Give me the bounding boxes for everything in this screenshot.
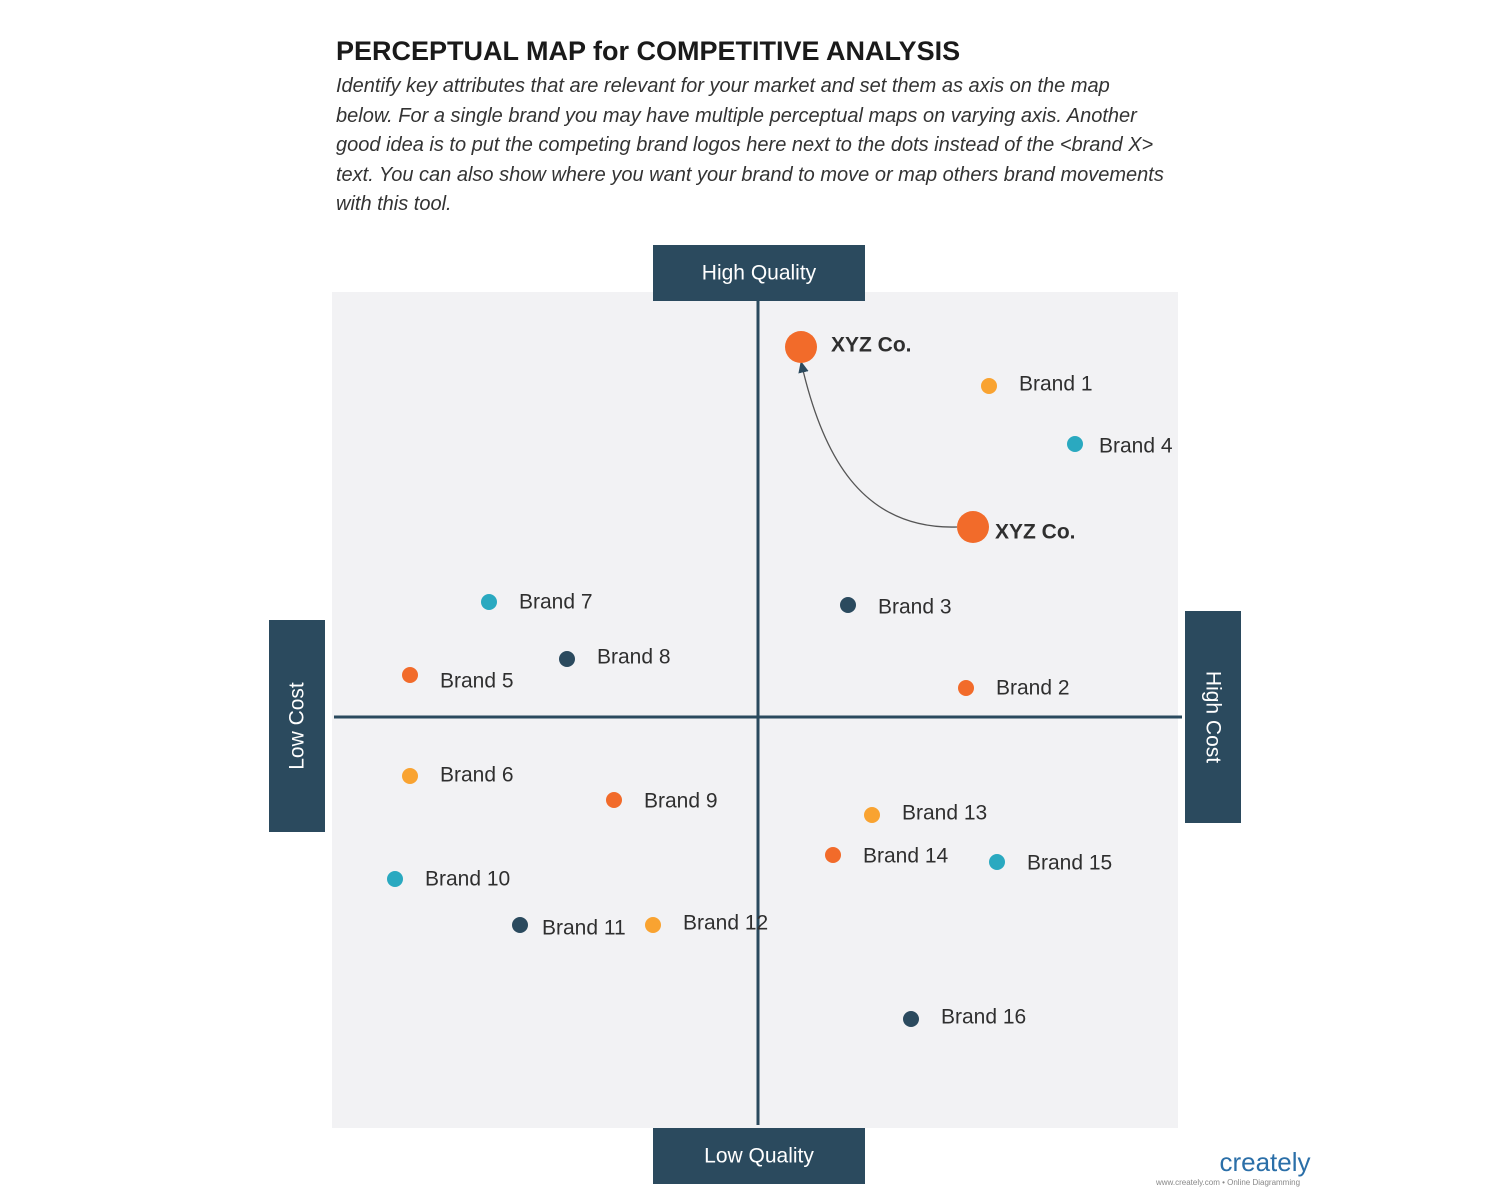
brand-label: Brand 6 xyxy=(440,764,514,787)
brand-dot xyxy=(645,917,661,933)
brand-dot xyxy=(957,511,989,543)
axis-box xyxy=(653,1128,865,1184)
brand-label: Brand 12 xyxy=(683,912,768,935)
brand-label: Brand 11 xyxy=(542,917,626,940)
brand-label: Brand 14 xyxy=(863,845,949,868)
brand-label: Brand 8 xyxy=(597,646,671,669)
axis-label: Low Cost xyxy=(286,682,309,770)
axis-label: High Quality xyxy=(702,262,817,285)
brand-dot xyxy=(981,378,997,394)
title: PERCEPTUAL MAP for COMPETITIVE ANALYSIS xyxy=(336,36,961,66)
brand-dot xyxy=(512,917,528,933)
brand-dot xyxy=(864,807,880,823)
brand-label: Brand 10 xyxy=(425,868,510,891)
brand-label: XYZ Co. xyxy=(995,521,1076,544)
brand-label: Brand 5 xyxy=(440,670,514,693)
logo: creately xyxy=(1219,1147,1310,1177)
brand-label: Brand 9 xyxy=(644,790,718,813)
brand-dot xyxy=(840,597,856,613)
brand-dot xyxy=(387,871,403,887)
map-area xyxy=(332,292,1178,1128)
brand-label: Brand 16 xyxy=(941,1006,1026,1029)
brand-dot xyxy=(989,854,1005,870)
brand-dot xyxy=(785,331,817,363)
brand-label: Brand 4 xyxy=(1099,435,1173,458)
brand-dot xyxy=(825,847,841,863)
brand-label: Brand 2 xyxy=(996,677,1070,700)
brand-label: XYZ Co. xyxy=(831,334,912,357)
axis-box xyxy=(653,245,865,301)
brand-label: Brand 13 xyxy=(902,802,987,825)
brand-label: Brand 3 xyxy=(878,596,952,619)
description: Identify key attributes that are relevan… xyxy=(336,75,1164,216)
movement-arrow xyxy=(798,360,958,528)
brand-label: Brand 7 xyxy=(519,591,593,614)
brand-dot xyxy=(402,667,418,683)
brand-label: Brand 15 xyxy=(1027,852,1112,875)
logo-tagline: www.creately.com • Online Diagramming xyxy=(1155,1178,1300,1187)
brand-label: Brand 1 xyxy=(1019,373,1093,396)
brand-dot xyxy=(903,1011,919,1027)
brand-dot xyxy=(606,792,622,808)
axis-box xyxy=(1185,611,1241,823)
axis-box xyxy=(269,620,325,832)
brand-dot xyxy=(559,651,575,667)
brand-dot xyxy=(481,594,497,610)
axis-label: High Cost xyxy=(1201,671,1224,763)
brand-dot xyxy=(402,768,418,784)
brands: XYZ Co. Brand 1 Brand 4 XYZ Co. Brand 7 Brand… xyxy=(387,331,1173,1029)
brand-dot xyxy=(1067,436,1083,452)
brand-dot xyxy=(958,680,974,696)
axis-label: Low Quality xyxy=(704,1145,814,1168)
